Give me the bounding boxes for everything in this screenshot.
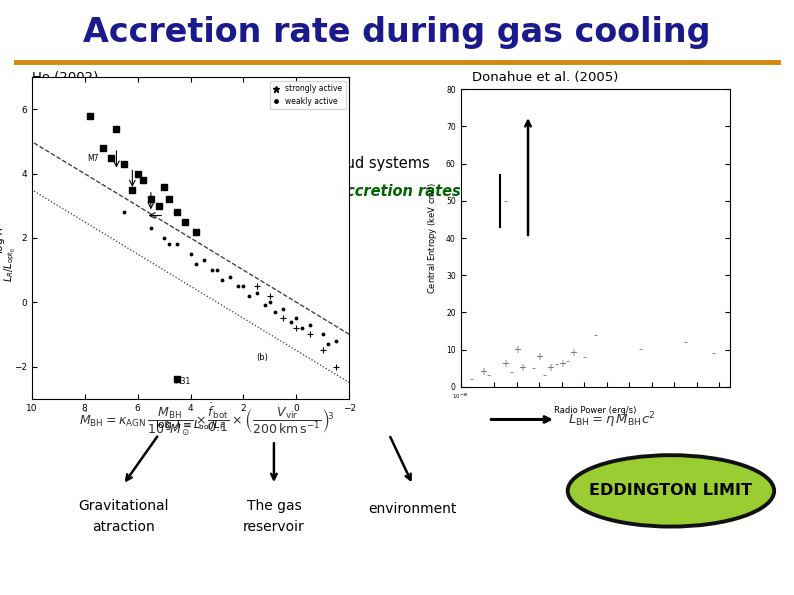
Text: →Low accretion rates: →Low accretion rates <box>286 184 461 199</box>
Text: Donahue et al. (2005): Donahue et al. (2005) <box>472 71 619 84</box>
Legend: strongly active, weakly active: strongly active, weakly active <box>270 81 345 109</box>
Text: M7: M7 <box>87 154 98 163</box>
Text: M31: M31 <box>175 377 191 386</box>
Text: -: - <box>593 330 598 340</box>
Text: +: + <box>535 352 543 362</box>
Text: Gravitational: Gravitational <box>78 499 168 513</box>
Text: -: - <box>638 345 642 355</box>
Text: Accretion rate during gas cooling: Accretion rate during gas cooling <box>83 16 711 49</box>
Text: $L_R/L_{\rm opt_0}$: $L_R/L_{\rm opt_0}$ <box>2 248 17 282</box>
Text: +: + <box>546 363 554 373</box>
Text: Radio-loud systems: Radio-loud systems <box>220 156 430 180</box>
Text: (b): (b) <box>256 353 268 362</box>
Text: $\dot{M}_{\rm BH} = \kappa_{\rm AGN}\,\dfrac{M_{\rm BH}}{10^8 M_\odot}\times\dfr: $\dot{M}_{\rm BH} = \kappa_{\rm AGN}\,\d… <box>79 401 335 438</box>
Text: environment: environment <box>368 502 457 516</box>
Text: reservoir: reservoir <box>243 519 305 534</box>
Text: -: - <box>509 367 513 377</box>
Text: +: + <box>518 363 526 373</box>
Text: -: - <box>503 196 507 206</box>
Text: EDDINGTON LIMIT: EDDINGTON LIMIT <box>589 483 753 499</box>
Text: -: - <box>711 348 715 358</box>
Ellipse shape <box>568 455 774 527</box>
Text: -: - <box>684 337 688 347</box>
Text: +: + <box>569 348 577 358</box>
Text: -: - <box>543 371 547 381</box>
Y-axis label: Central Entropy (keV cm$^2$): Central Entropy (keV cm$^2$) <box>426 182 441 294</box>
X-axis label: Radio Power (erg/s): Radio Power (erg/s) <box>554 406 637 415</box>
X-axis label: $\log\,\lambda \equiv L_{\rm bol}/L_{\rm F}$: $\log\,\lambda \equiv L_{\rm bol}/L_{\rm… <box>156 418 225 432</box>
Y-axis label: $\log\,R^{\prime}$: $\log\,R^{\prime}$ <box>0 223 8 253</box>
Text: atraction: atraction <box>91 519 155 534</box>
Text: -: - <box>470 374 474 384</box>
Text: -: - <box>554 359 558 369</box>
Text: +: + <box>502 359 510 369</box>
Text: +: + <box>479 367 487 377</box>
Text: -: - <box>487 371 491 381</box>
Text: $L_{\rm BH} = \eta\,\dot{M}_{\rm BH}c^2$: $L_{\rm BH} = \eta\,\dot{M}_{\rm BH}c^2$ <box>568 410 656 429</box>
Text: -: - <box>532 363 536 373</box>
Text: -: - <box>582 352 586 362</box>
Text: -: - <box>565 356 569 366</box>
Text: +: + <box>557 359 566 369</box>
Text: Higher $t_{\rm cool}$: Higher $t_{\rm cool}$ <box>584 137 661 155</box>
Text: The gas: The gas <box>247 499 301 513</box>
Text: +: + <box>513 345 521 355</box>
Text: Ho (2002): Ho (2002) <box>32 71 98 84</box>
